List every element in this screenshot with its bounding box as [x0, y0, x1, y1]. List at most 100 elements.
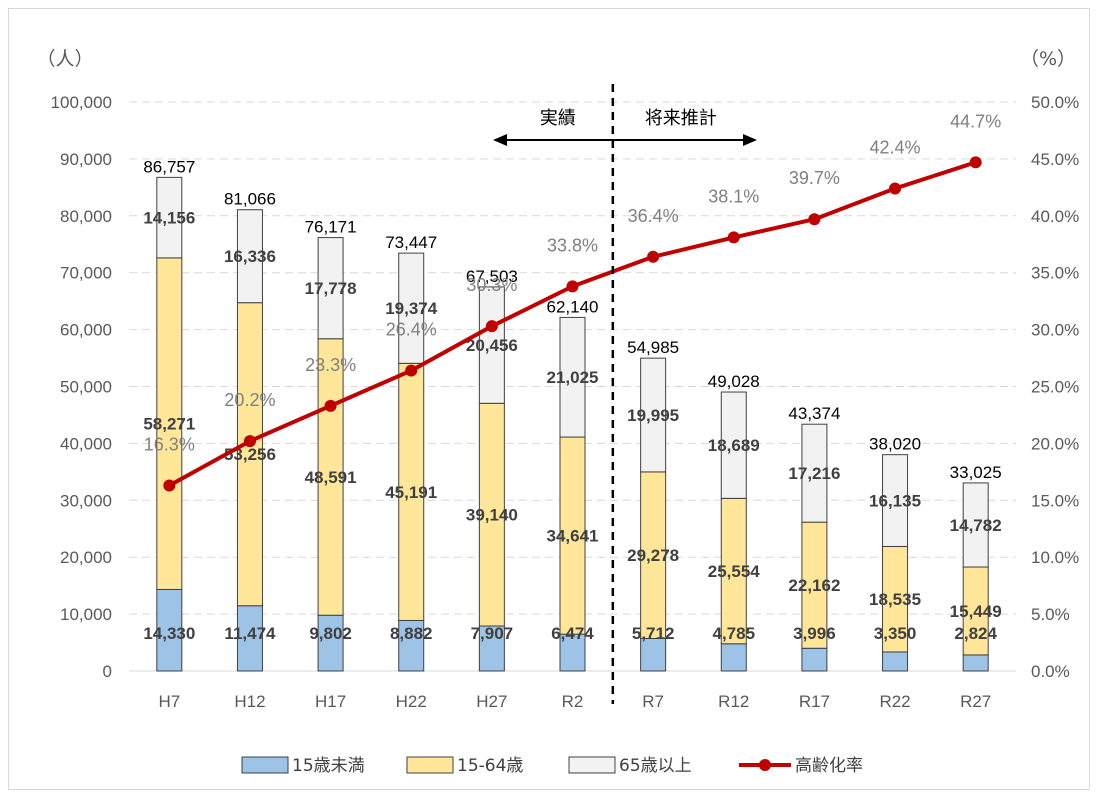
x-tick-label: R17 — [799, 692, 830, 711]
y2-tick-label: 15.0% — [1031, 491, 1079, 510]
bar-segment — [398, 362, 425, 621]
aging-rate-label: 39.7% — [789, 168, 840, 188]
legend-swatch — [568, 756, 616, 774]
total-label: 76,171 — [305, 218, 357, 237]
aging-rate-point — [889, 182, 902, 195]
y-tick-label: 50,000 — [60, 378, 112, 397]
total-label: 33,025 — [950, 463, 1002, 482]
segment-label: 18,689 — [708, 436, 760, 455]
aging-rate-label: 30.3% — [466, 275, 517, 295]
x-tick-label: R22 — [879, 692, 910, 711]
segment-label: 18,535 — [869, 590, 921, 609]
y-tick-label: 70,000 — [60, 264, 112, 283]
bar-segment — [720, 391, 747, 499]
segment-label: 11,474 — [224, 624, 276, 643]
aging-rate-point — [969, 156, 982, 169]
y-tick-label: 30,000 — [60, 491, 112, 510]
x-tick-label: R12 — [718, 692, 749, 711]
bar-segment — [801, 647, 828, 672]
y2-tick-label: 25.0% — [1031, 378, 1079, 397]
aging-rate-point — [485, 320, 498, 333]
bar-segment — [156, 257, 183, 590]
segment-label: 29,278 — [627, 546, 679, 565]
y2-tick-label: 5.0% — [1031, 605, 1070, 624]
segment-label: 19,995 — [627, 406, 679, 425]
aging-rate-point — [324, 399, 337, 412]
bar-segment — [720, 497, 747, 645]
y-tick-label: 10,000 — [60, 605, 112, 624]
bar-segment — [478, 402, 505, 627]
aging-rate-point — [566, 280, 579, 293]
segment-label: 17,778 — [305, 279, 357, 298]
y2-tick-label: 30.0% — [1031, 321, 1079, 340]
segment-label: 16,135 — [869, 492, 921, 511]
bar-segment — [156, 588, 183, 672]
y2-tick-label: 35.0% — [1031, 264, 1079, 283]
segment-label: 9,802 — [309, 624, 352, 643]
segment-label: 8,882 — [390, 624, 433, 643]
population-chart: 0 10,000 20,000 30,000 40,000 50,000 60,000 70,… — [36, 48, 1079, 776]
bar-segment — [640, 637, 667, 672]
segment-label: 7,907 — [471, 624, 514, 643]
aging-rate-label: 33.8% — [547, 235, 598, 255]
x-tick-label: R27 — [960, 692, 991, 711]
total-label: 86,757 — [143, 157, 195, 176]
bar-segment — [720, 643, 747, 672]
legend-marker — [759, 759, 771, 771]
aging-rate-point — [243, 435, 256, 448]
legend-swatch — [406, 756, 454, 774]
aging-rate-label: 16.3% — [144, 435, 195, 455]
bar-segment — [317, 237, 344, 340]
y2-unit-label: （%） — [1020, 48, 1076, 70]
aging-rate-point — [727, 231, 740, 244]
aging-rate-label: 36.4% — [628, 206, 679, 226]
total-label: 43,374 — [788, 404, 840, 423]
bar-segment — [156, 176, 183, 259]
y2-tick-label: 50.0% — [1031, 93, 1079, 112]
bar-segment — [962, 566, 989, 656]
aging-rate-point — [647, 250, 660, 263]
segment-label: 14,156 — [143, 209, 195, 228]
bar-segment — [398, 252, 425, 364]
y-unit-label: （人） — [36, 48, 93, 70]
total-label: 38,020 — [869, 435, 921, 454]
aging-rate-label: 23.3% — [305, 355, 356, 375]
y2-tick-label: 20.0% — [1031, 434, 1079, 453]
total-label: 67,503 — [466, 267, 518, 286]
x-tick-label: H7 — [158, 692, 180, 711]
segment-label: 16,336 — [224, 247, 276, 266]
y2-tick-label: 10.0% — [1031, 548, 1079, 567]
segment-label: 20,456 — [466, 336, 518, 355]
total-label: 49,028 — [708, 372, 760, 391]
bar-segment — [559, 436, 586, 635]
bar-segment — [478, 286, 505, 404]
segment-label: 53,256 — [224, 445, 276, 464]
bar-segment — [801, 423, 828, 523]
y2-tick-label: 0.0% — [1031, 662, 1070, 681]
segment-label: 25,554 — [708, 562, 761, 581]
bar-segment — [317, 338, 344, 616]
segment-label: 58,271 — [143, 415, 195, 434]
bar-segment — [962, 482, 989, 568]
bar-segment — [559, 633, 586, 672]
y-tick-label: 0 — [103, 662, 112, 681]
legend-label: 15歳未満 — [292, 756, 365, 776]
x-tick-label: R7 — [642, 692, 664, 711]
segment-label: 15,449 — [950, 602, 1002, 621]
bar-segment — [882, 454, 909, 547]
total-label: 54,985 — [627, 338, 679, 357]
total-label: 81,066 — [224, 190, 276, 209]
legend-label: 15-64歳 — [457, 756, 523, 776]
segment-label: 14,782 — [950, 516, 1002, 535]
total-label: 73,447 — [385, 233, 437, 252]
bar-segment — [640, 357, 667, 473]
segment-label: 45,191 — [385, 483, 437, 502]
legend-label: 高齢化率 — [795, 756, 863, 776]
actual-label: 実績 — [540, 108, 576, 129]
bar-segment — [882, 545, 909, 653]
x-tick-label: H17 — [315, 692, 346, 711]
segment-label: 5,712 — [632, 624, 675, 643]
bar-segment — [236, 209, 263, 304]
bar-segment — [962, 654, 989, 672]
y-tick-label: 60,000 — [60, 321, 112, 340]
